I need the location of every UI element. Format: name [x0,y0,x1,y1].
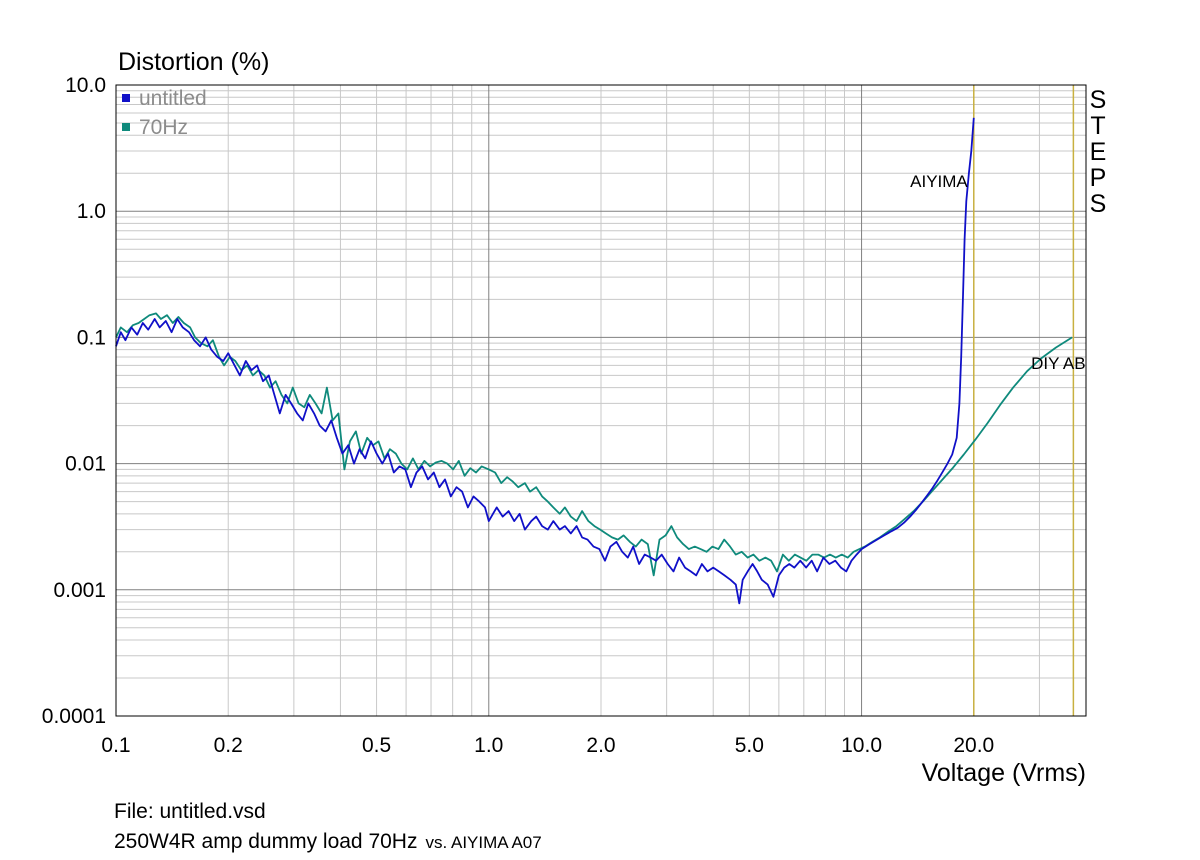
legend-entry: 70Hz [139,116,188,139]
x-tick-label: 1.0 [474,734,503,757]
series-line-70hz [115,312,1073,577]
legend-entry: untitled [139,87,207,110]
series-layer [115,117,1073,605]
x-tick-label: 0.2 [214,734,243,757]
x-tick-label: 0.5 [362,734,391,757]
y-tick-label: 1.0 [77,200,106,223]
series-annotation: DIY AB [1031,354,1086,373]
plot-frame [115,84,1087,717]
description-text: 250W4R amp dummy load 70Hz [114,830,418,853]
x-tick-label: 20.0 [953,734,994,757]
y-tick-labels: 10.0 1.0 0.1 0.01 0.001 0.0001 [42,74,106,728]
side-label-letter: S [1090,190,1107,218]
side-label-letter: E [1090,138,1107,166]
x-axis-label: Voltage (Vrms) [922,759,1086,787]
x-tick-label: 10.0 [841,734,882,757]
comparison-text: vs. AIYIMA A07 [425,833,542,852]
series-annotation: AIYIMA [910,172,968,191]
y-tick-label: 0.001 [53,579,106,602]
minor-grid [116,85,1087,716]
vertical-markers [973,85,1075,716]
y-axis-label: Distortion (%) [118,48,269,76]
x-tick-label: 0.1 [101,734,130,757]
legend: untitled 70Hz [122,87,207,139]
legend-swatch [122,94,130,102]
y-tick-label: 0.01 [65,453,106,476]
x-tick-labels: 0.1 0.2 0.5 1.0 2.0 5.0 10.0 20.0 [101,734,994,757]
y-tick-label: 0.1 [77,326,106,349]
y-tick-label: 0.0001 [42,705,106,728]
file-name-text: File: untitled.vsd [114,800,266,823]
footer-file-line: File: untitled.vsd [114,800,266,824]
side-label-letter: P [1090,164,1107,192]
side-label-letter: S [1090,86,1107,114]
x-tick-label: 5.0 [735,734,764,757]
y-tick-label: 10.0 [65,74,106,97]
annotations: AIYIMA DIY AB [910,172,1085,373]
legend-swatch [122,123,130,131]
x-tick-label: 2.0 [586,734,615,757]
series-line-untitled [115,117,975,605]
distortion-chart: Distortion (%) 10.0 1.0 0.1 0.01 0.001 0.0001… [42,48,1107,787]
footer-desc-line: 250W4R amp dummy load 70Hz vs. AIYIMA A07 [114,830,542,854]
side-label-letter: T [1090,112,1105,140]
